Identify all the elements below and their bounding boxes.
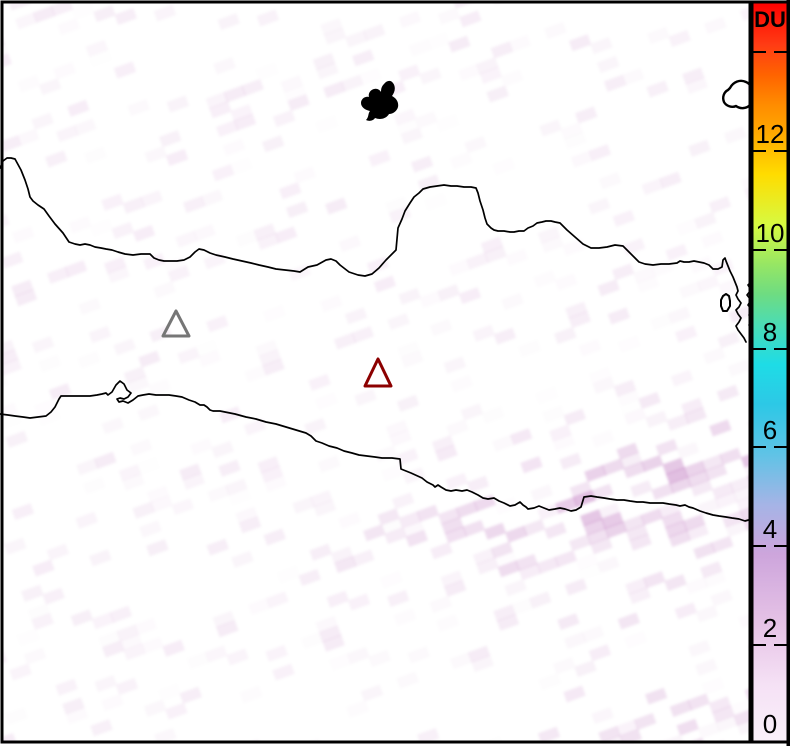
svg-text:2: 2 [763,613,777,643]
svg-text:0: 0 [763,709,777,739]
svg-text:8: 8 [763,317,777,347]
svg-text:DU: DU [754,7,786,32]
svg-text:4: 4 [763,514,777,544]
svg-text:10: 10 [756,218,785,248]
svg-text:12: 12 [756,119,785,149]
svg-text:6: 6 [763,415,777,445]
